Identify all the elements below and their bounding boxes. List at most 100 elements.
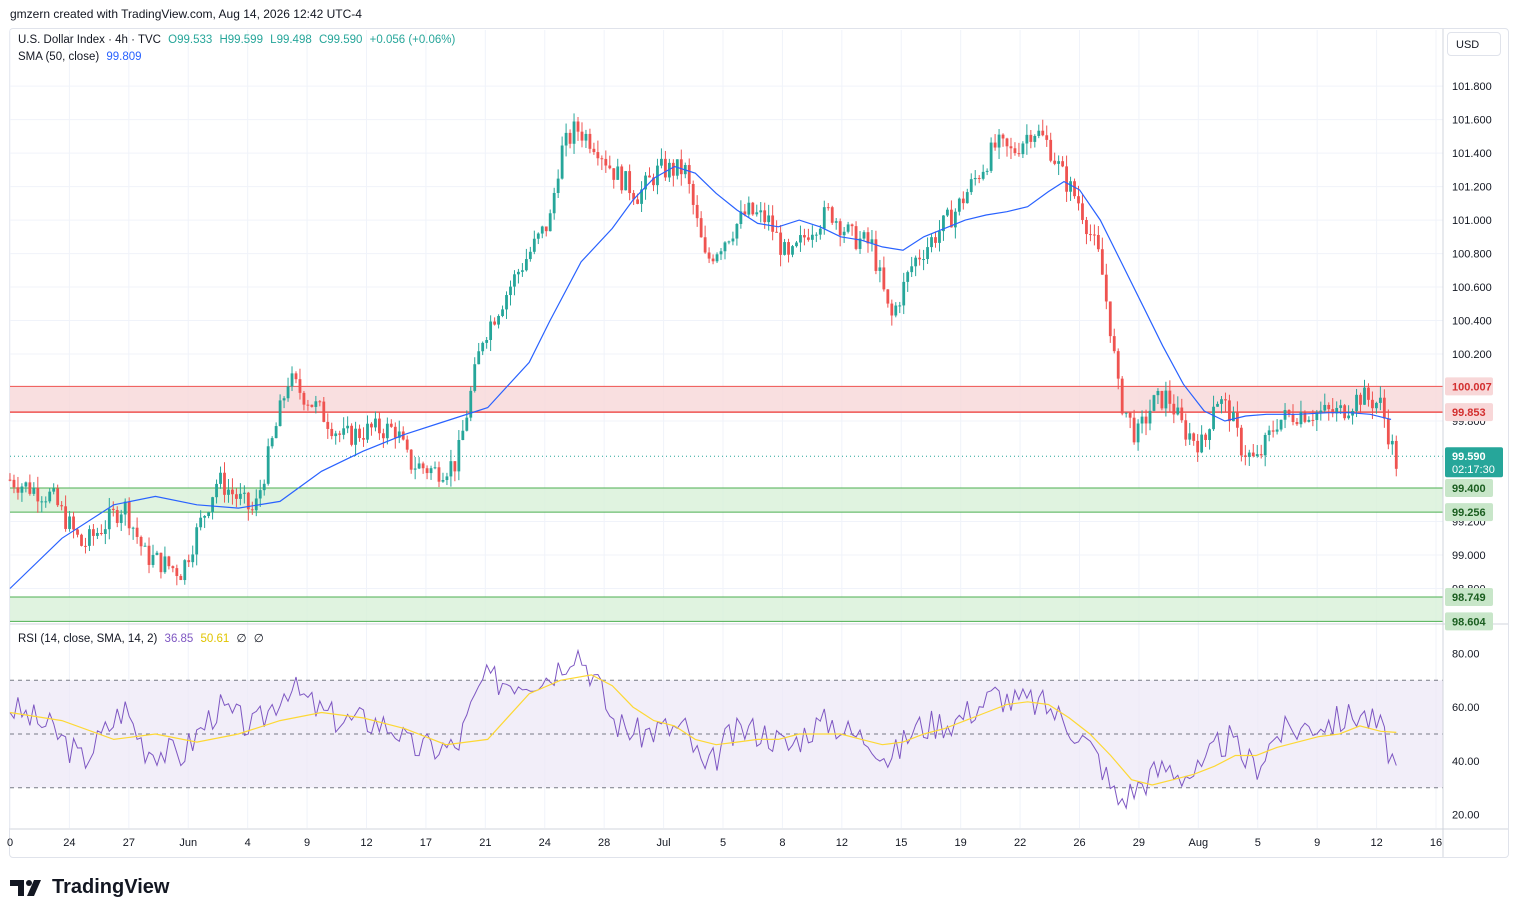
- zone-price-label: 98.749: [1452, 592, 1486, 604]
- candle-down: [358, 428, 361, 439]
- candle-down: [918, 257, 922, 260]
- candle-down: [147, 545, 151, 565]
- candle-up: [1136, 423, 1140, 443]
- zone-price-label: 99.256: [1452, 507, 1486, 519]
- candle-up: [445, 476, 449, 481]
- candle-down: [1160, 390, 1164, 409]
- candle-up: [1021, 143, 1025, 155]
- candle-down: [1331, 409, 1335, 414]
- candle-down: [350, 425, 354, 445]
- candle-down: [568, 132, 572, 144]
- price-tick-label: 101.400: [1452, 148, 1492, 160]
- candle-up: [739, 211, 743, 224]
- candle-down: [1001, 134, 1005, 139]
- candle-down: [604, 158, 608, 166]
- time-tick-label: 29: [1133, 837, 1145, 849]
- time-tick-label: 24: [539, 837, 551, 849]
- sma-value: 99.809: [106, 51, 142, 63]
- candle-up: [1176, 407, 1180, 415]
- candle-up: [441, 480, 445, 482]
- candle-up: [536, 233, 540, 239]
- candle-up: [88, 529, 91, 546]
- candle-down: [64, 506, 68, 529]
- candle-down: [1184, 420, 1188, 440]
- candle-up: [501, 309, 504, 316]
- candle-up: [1200, 434, 1204, 453]
- price-tick-label: 100.200: [1452, 349, 1492, 361]
- candle-up: [461, 430, 465, 441]
- candle-down: [250, 509, 254, 511]
- candle-up: [477, 351, 481, 365]
- time-tick-label: 4: [245, 837, 251, 849]
- candle-up: [278, 400, 282, 427]
- candle-down: [370, 423, 373, 428]
- candle-up: [814, 234, 818, 236]
- sma-label: SMA (50, close): [18, 51, 100, 63]
- time-tick-label: Jul: [657, 837, 671, 849]
- candle-up: [731, 238, 735, 242]
- ohlc-close: C99.590: [318, 34, 363, 46]
- time-tick-label: 0: [7, 837, 13, 849]
- candle-down: [1108, 301, 1112, 337]
- zone-price-label: 100.007: [1452, 381, 1492, 393]
- candle-up: [457, 440, 461, 472]
- rsi-value: 36.85: [164, 633, 194, 645]
- candle-up: [953, 211, 957, 228]
- rsi-tick-label: 20.00: [1452, 810, 1480, 822]
- candle-up: [644, 175, 647, 190]
- candle-down: [318, 401, 322, 403]
- candle-up: [417, 463, 421, 469]
- candle-down: [1243, 455, 1247, 457]
- candle-down: [111, 508, 115, 511]
- candle-down: [886, 289, 890, 304]
- candle-down: [1049, 139, 1053, 161]
- candle-up: [469, 390, 473, 418]
- candle-down: [648, 175, 651, 178]
- candle-up: [799, 235, 802, 243]
- candle-down: [576, 121, 580, 132]
- candle-down: [1005, 138, 1009, 147]
- candle-down: [16, 487, 20, 493]
- candle-down: [326, 421, 330, 429]
- candle-up: [52, 488, 56, 492]
- time-tick-label: 21: [479, 837, 491, 849]
- candle-up: [985, 170, 989, 172]
- candle-up: [846, 224, 850, 232]
- candle-up: [199, 517, 203, 528]
- candle-up: [834, 221, 838, 223]
- candle-down: [854, 226, 858, 249]
- candle-up: [1152, 395, 1156, 411]
- candle-down: [1045, 135, 1049, 140]
- candle-up: [914, 257, 918, 267]
- change: +0.056 (+0.06%): [369, 34, 456, 46]
- rsi-tick-label: 40.00: [1452, 756, 1480, 768]
- candle-up: [1275, 429, 1279, 432]
- candle-down: [175, 568, 179, 577]
- candle-up: [1355, 394, 1358, 412]
- candle-up: [810, 234, 814, 240]
- zone-price-label: 99.400: [1452, 483, 1486, 495]
- candle-down: [56, 488, 60, 506]
- zone-price-label: 98.604: [1452, 616, 1487, 628]
- candle-up: [219, 472, 222, 484]
- candle-up: [656, 165, 659, 186]
- tradingview-logo[interactable]: TradingView: [10, 876, 169, 899]
- candle-down: [1104, 274, 1108, 302]
- candle-up: [1319, 410, 1323, 413]
- currency-button[interactable]: USD: [1447, 32, 1501, 56]
- candle-up: [556, 178, 560, 193]
- candle-up: [485, 339, 489, 343]
- candle-down: [687, 165, 691, 184]
- candle-up: [667, 162, 671, 178]
- candle-down: [826, 207, 830, 209]
- candle-down: [1251, 452, 1255, 457]
- candle-down: [592, 148, 596, 153]
- resistance-zone: [10, 386, 1443, 413]
- candle-up: [735, 223, 739, 239]
- time-tick-label: 8: [779, 837, 785, 849]
- candle-down: [699, 218, 703, 238]
- candle-down: [127, 501, 131, 529]
- candle-up: [930, 237, 933, 248]
- candle-up: [1216, 403, 1219, 407]
